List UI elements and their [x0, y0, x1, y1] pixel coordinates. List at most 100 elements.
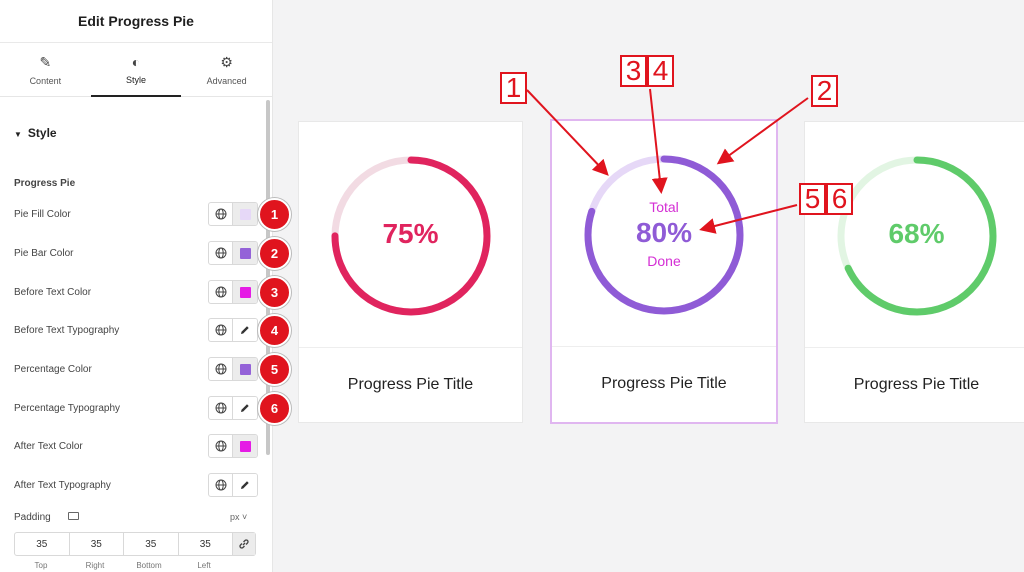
- callout-arrow-3-4: [649, 88, 668, 194]
- card-divider: [299, 347, 522, 348]
- control-group: [208, 280, 258, 304]
- tab-style[interactable]: ◐ Style: [90, 43, 182, 97]
- step-badge: 1: [258, 198, 291, 231]
- card-divider: [805, 347, 1024, 348]
- control-row: Before Text Color: [14, 280, 258, 304]
- progress-pie-card[interactable]: 68% Progress Pie Title: [804, 121, 1024, 423]
- tab-advanced-label: Advanced: [206, 75, 247, 86]
- callout-5: 5: [799, 183, 826, 215]
- padding-inputs: 35 35 35 35: [14, 532, 256, 556]
- control-label: Before Text Typography: [14, 324, 120, 336]
- pencil-icon[interactable]: [233, 397, 257, 419]
- globe-icon[interactable]: [209, 397, 233, 419]
- callout-1: 1: [500, 72, 527, 104]
- color-picker-button[interactable]: [233, 358, 257, 380]
- globe-icon[interactable]: [209, 474, 233, 496]
- globe-icon[interactable]: [209, 203, 233, 225]
- color-picker-button[interactable]: [233, 281, 257, 303]
- pie-bar: [584, 155, 744, 315]
- color-swatch: [239, 247, 251, 259]
- control-row: Percentage Color: [14, 357, 258, 381]
- globe-icon[interactable]: [209, 435, 233, 457]
- link-icon[interactable]: [233, 533, 255, 555]
- control-group: [208, 202, 258, 226]
- before-text: Total: [649, 199, 679, 215]
- color-swatch: [239, 286, 251, 298]
- percentage-text: 75%: [382, 218, 439, 249]
- pie-bar: [837, 156, 997, 316]
- callout-6: 6: [826, 183, 853, 215]
- step-badge: 3: [258, 276, 291, 309]
- padding-unit: px: [230, 512, 240, 522]
- gear-icon: ⚙: [220, 53, 233, 70]
- control-row: Pie Fill Color: [14, 202, 258, 226]
- percentage-text: 68%: [888, 218, 945, 249]
- desktop-icon[interactable]: [68, 512, 79, 520]
- padding-unit-select[interactable]: px ˅: [230, 512, 248, 522]
- control-label: Percentage Typography: [14, 402, 121, 414]
- tab-bar: ✎ Content ◐ Style ⚙ Advanced: [0, 43, 272, 97]
- section-title: Style: [27, 126, 57, 140]
- tab-content[interactable]: ✎ Content: [0, 43, 91, 96]
- padding-top-label: Top: [34, 561, 48, 570]
- control-row: Pie Bar Color: [14, 241, 258, 265]
- pencil-icon[interactable]: [233, 319, 257, 341]
- panel-title: Edit Progress Pie: [0, 0, 272, 43]
- callout-3: 3: [620, 55, 647, 87]
- progress-pie: [584, 155, 744, 315]
- color-swatch: [239, 208, 251, 220]
- color-picker-button[interactable]: [233, 203, 257, 225]
- card-title: Progress Pie Title: [853, 376, 980, 393]
- after-text: Done: [647, 253, 681, 269]
- control-row: Percentage Typography: [14, 396, 258, 420]
- globe-icon[interactable]: [209, 242, 233, 264]
- control-group: [208, 473, 258, 497]
- control-group: [208, 396, 258, 420]
- padding-left-input[interactable]: 35: [179, 533, 233, 555]
- callout-arrow-1: [526, 89, 609, 176]
- contrast-icon: ◐: [131, 54, 141, 70]
- progress-pie: [331, 156, 491, 316]
- control-group: [208, 434, 258, 458]
- style-section-toggle[interactable]: ▼ Style: [14, 126, 57, 140]
- control-label: Percentage Color: [14, 363, 92, 375]
- step-badge: 2: [258, 237, 291, 270]
- padding-top-input[interactable]: 35: [15, 533, 70, 555]
- globe-icon[interactable]: [209, 281, 233, 303]
- padding-label: Padding: [14, 512, 51, 523]
- callout-4: 4: [647, 55, 674, 87]
- control-group: [208, 318, 258, 342]
- color-picker-button[interactable]: [233, 435, 257, 457]
- control-group: [208, 241, 258, 265]
- progress-pie-card[interactable]: 75% Progress Pie Title: [298, 121, 523, 423]
- control-label: Before Text Color: [14, 286, 92, 298]
- padding-bottom-label: Bottom: [136, 561, 162, 570]
- callout-2: 2: [811, 75, 838, 107]
- step-badge: 4: [258, 314, 291, 347]
- color-swatch: [239, 440, 251, 452]
- padding-right-label: Right: [85, 561, 105, 570]
- pencil-icon: ✎: [39, 53, 52, 70]
- pencil-icon[interactable]: [233, 474, 257, 496]
- pie-bar: [331, 156, 491, 316]
- tab-style-label: Style: [126, 75, 147, 85]
- padding-bottom-input[interactable]: 35: [124, 533, 179, 555]
- control-label: After Text Color: [14, 440, 83, 452]
- tab-content-label: Content: [29, 75, 62, 86]
- card-title: Progress Pie Title: [347, 376, 474, 393]
- step-badge: 6: [258, 392, 291, 425]
- globe-icon[interactable]: [209, 358, 233, 380]
- control-group: [208, 357, 258, 381]
- padding-right-input[interactable]: 35: [70, 533, 124, 555]
- percentage-text: 80%: [635, 217, 693, 248]
- group-title: Progress Pie: [14, 178, 76, 189]
- padding-left-label: Left: [197, 561, 211, 570]
- tab-advanced[interactable]: ⚙ Advanced: [181, 43, 272, 96]
- globe-icon[interactable]: [209, 319, 233, 341]
- color-picker-button[interactable]: [233, 242, 257, 264]
- control-label: After Text Typography: [14, 479, 111, 491]
- color-swatch: [239, 363, 251, 375]
- progress-pie-card[interactable]: Total 80% Done Progress Pie Title: [550, 119, 778, 424]
- card-title: Progress Pie Title: [601, 375, 727, 392]
